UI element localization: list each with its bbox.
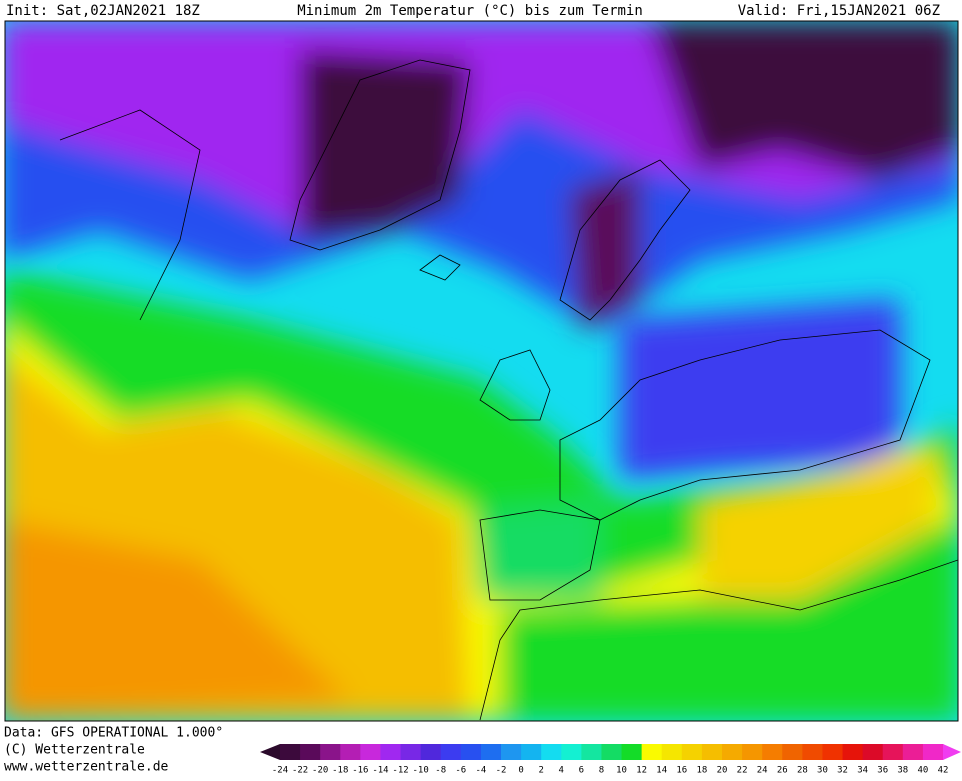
scale-swatch <box>541 744 562 760</box>
scale-label: 6 <box>579 766 584 776</box>
scale-swatch <box>621 744 643 760</box>
temperature-field <box>5 21 958 721</box>
scale-swatch <box>480 744 502 760</box>
scale-high-arrow <box>943 744 961 760</box>
scale-label: -2 <box>496 766 507 776</box>
scale-swatch <box>440 744 462 760</box>
scale-label: 18 <box>696 766 707 776</box>
scale-label: 14 <box>656 766 667 776</box>
scale-swatch <box>862 744 884 760</box>
scale-label: -4 <box>475 766 486 776</box>
scale-label: -6 <box>455 766 466 776</box>
scale-label: 10 <box>616 766 627 776</box>
scale-label: -22 <box>292 766 308 776</box>
scale-swatch <box>380 744 402 760</box>
scale-label: 42 <box>938 766 949 776</box>
scale-label: 2 <box>538 766 543 776</box>
scale-swatch <box>802 744 823 760</box>
scale-swatch <box>742 744 763 760</box>
scale-label: -12 <box>392 766 408 776</box>
scale-swatch <box>922 744 944 760</box>
scale-swatch <box>400 744 422 760</box>
scale-label: 24 <box>757 766 768 776</box>
scale-label: 16 <box>676 766 687 776</box>
scale-swatch <box>561 744 582 760</box>
scale-label: -24 <box>272 766 288 776</box>
scale-swatch <box>300 744 321 760</box>
scale-label: 32 <box>837 766 848 776</box>
scale-label: -8 <box>435 766 446 776</box>
scale-label: 34 <box>857 766 868 776</box>
scale-swatch <box>722 744 743 760</box>
scale-swatch <box>641 744 663 760</box>
scale-label: 38 <box>897 766 908 776</box>
scale-label: 30 <box>817 766 828 776</box>
scale-swatch <box>320 744 341 760</box>
scale-label: -16 <box>352 766 368 776</box>
scale-label: 36 <box>877 766 888 776</box>
scale-swatch <box>782 744 803 760</box>
scale-swatch <box>501 744 522 760</box>
scale-swatch <box>762 744 783 760</box>
scale-label: 12 <box>636 766 647 776</box>
scale-label: -18 <box>332 766 348 776</box>
map-frame <box>4 20 959 722</box>
scale-label: 22 <box>737 766 748 776</box>
scale-label: 8 <box>599 766 604 776</box>
scale-label: 28 <box>797 766 808 776</box>
color-scale: -24 -22 -20 -18 -16 -14 -12 -10 -8 -6 -4 -2 0 2 4 6 8 10 1… <box>260 744 961 776</box>
scale-label: 0 <box>518 766 523 776</box>
scale-swatch <box>701 744 723 760</box>
scale-swatch <box>681 744 703 760</box>
scale-label: 26 <box>777 766 788 776</box>
scale-swatch <box>340 744 361 760</box>
site-url: www.wetterzentrale.de <box>4 760 169 775</box>
valid-time: Valid: Fri,15JAN2021 06Z <box>738 3 940 19</box>
scale-swatch <box>420 744 442 760</box>
scale-swatch <box>902 744 924 760</box>
scale-swatch <box>581 744 602 760</box>
init-time: Init: Sat,02JAN2021 18Z <box>6 3 200 19</box>
scale-swatch <box>280 744 301 760</box>
scale-swatch <box>822 744 844 760</box>
copyright: (C) Wetterzentrale <box>4 743 145 758</box>
scale-swatch <box>842 744 864 760</box>
coastlines <box>59 59 958 721</box>
scale-swatch <box>882 744 904 760</box>
scale-label: -20 <box>312 766 328 776</box>
map-title: Minimum 2m Temperatur (°C) bis zum Termi… <box>297 3 643 19</box>
scale-swatch <box>360 744 381 760</box>
scale-label: 20 <box>717 766 728 776</box>
scale-swatch <box>601 744 623 760</box>
scale-swatch <box>460 744 482 760</box>
scale-label: 40 <box>917 766 928 776</box>
scale-label: 4 <box>559 766 564 776</box>
scale-label: -10 <box>413 766 429 776</box>
scale-swatch <box>521 744 542 760</box>
scale-swatch <box>661 744 683 760</box>
scale-low-arrow <box>260 744 280 760</box>
scale-label: -14 <box>372 766 388 776</box>
data-source: Data: GFS OPERATIONAL 1.000° <box>4 726 223 741</box>
